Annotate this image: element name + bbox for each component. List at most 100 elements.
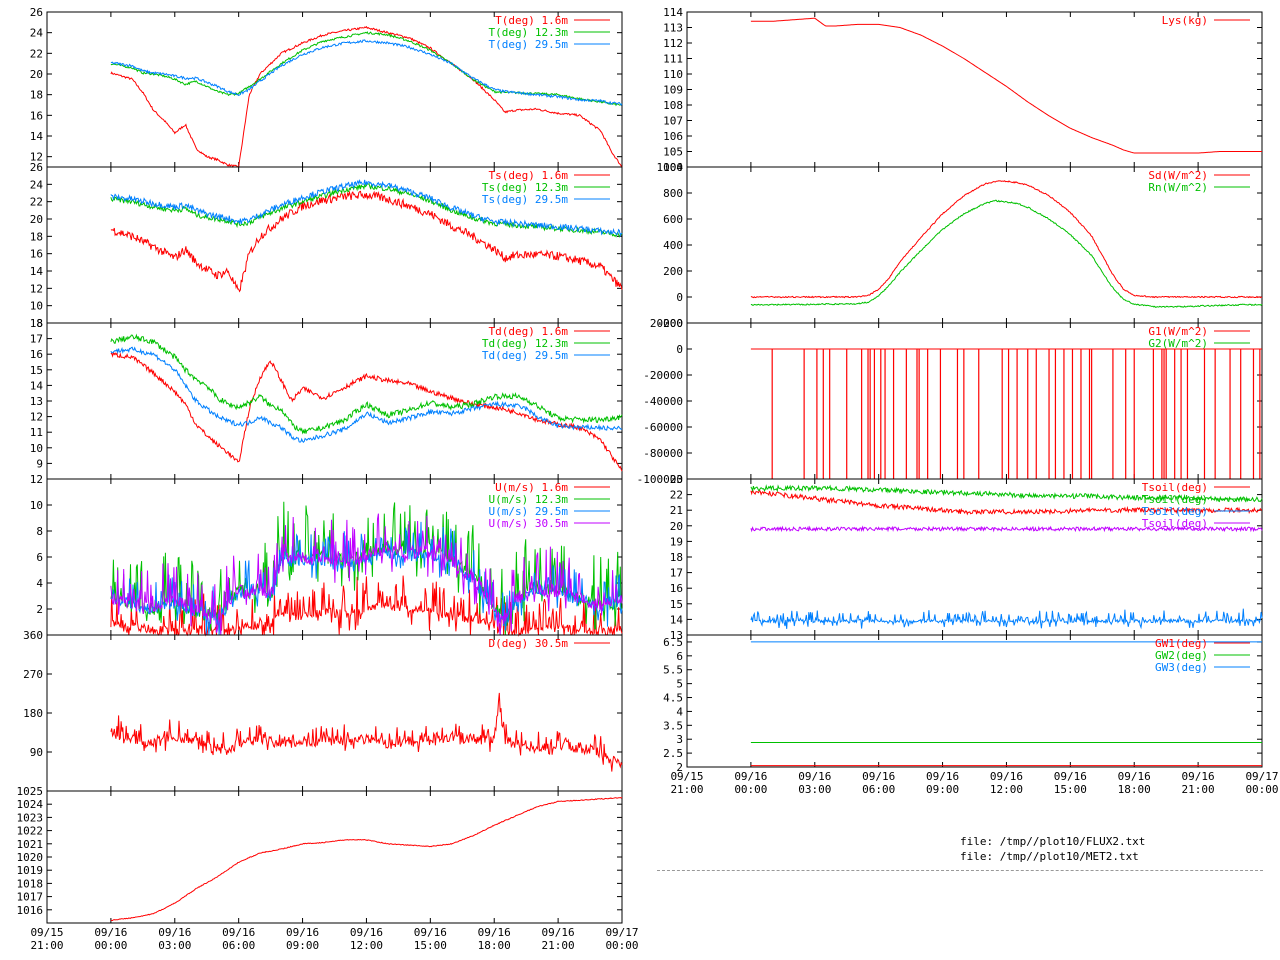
series-line-0	[110, 190, 623, 293]
y-tick-label: 6.5	[663, 636, 683, 649]
x-tick-time: 09:00	[926, 783, 959, 796]
y-tick-label: 15	[30, 364, 43, 377]
legend-label: Ts(deg) 1.6m	[489, 169, 569, 182]
y-tick-label: 104	[663, 161, 683, 174]
y-tick-label: -20000	[643, 369, 683, 382]
x-tick-time: 00:00	[1245, 783, 1278, 796]
y-tick-label: 1018	[17, 877, 44, 890]
y-tick-label: 20	[30, 213, 43, 226]
legend-label: Td(deg) 1.6m	[489, 325, 569, 338]
y-tick-label: 24	[30, 27, 44, 40]
plot-frame	[686, 11, 1263, 168]
y-tick-label: -40000	[643, 395, 683, 408]
y-tick-label: 18	[30, 317, 43, 330]
y-tick-label: 6	[36, 551, 43, 564]
y-tick-label: 1024	[17, 798, 44, 811]
series-line-0	[110, 692, 623, 772]
y-tick-label: 12	[30, 411, 43, 424]
y-tick-label: 4.5	[663, 692, 683, 705]
y-tick-label: -80000	[643, 447, 683, 460]
y-tick-label: 2	[36, 603, 43, 616]
x-tick-date: 09/16	[350, 926, 383, 939]
x-tick-time: 21:00	[670, 783, 703, 796]
y-tick-label: 12	[30, 473, 43, 486]
series-line-0	[110, 351, 623, 472]
y-tick-label: 20000	[650, 317, 683, 330]
x-tick-time: 12:00	[350, 939, 383, 952]
y-tick-label: 10	[30, 300, 43, 313]
legend-label: Lys(kg)	[1162, 14, 1208, 27]
y-tick-label: 108	[663, 99, 683, 112]
legend-label: Ts(deg) 12.3m	[482, 181, 568, 194]
y-tick-label: 4	[36, 577, 43, 590]
series-line-1	[750, 199, 1263, 308]
file-met: file: /tmp//plot10/MET2.txt	[960, 850, 1139, 863]
y-tick-label: 26	[30, 161, 43, 174]
series-line-0	[110, 796, 623, 922]
y-tick-label: -100000	[637, 473, 683, 486]
y-tick-label: 13	[670, 629, 683, 642]
x-tick-date: 09/16	[478, 926, 511, 939]
series-line-0	[750, 488, 1263, 516]
y-tick-label: 2	[676, 761, 683, 774]
y-tick-label: 18	[30, 230, 43, 243]
x-tick-time: 09:00	[286, 939, 319, 952]
x-tick-date: 09/16	[734, 770, 767, 783]
y-tick-label: 0	[676, 291, 683, 304]
series-line-1	[110, 501, 623, 636]
file-flux: file: /tmp//plot10/FLUX2.txt	[960, 835, 1146, 848]
series-line-1	[750, 484, 1263, 503]
chart-gw: 22.533.544.555.566.5 GW1(deg)GW2(deg)GW3(…	[663, 634, 1263, 774]
chart-t: 12 14 16 18 20 22 24 26 T(deg) 1.6mT(deg) 12.3mT…	[30, 6, 623, 168]
y-tick-label: 17	[670, 567, 683, 580]
y-tick-label: 180	[23, 707, 43, 720]
x-tick-time: 00:00	[605, 939, 638, 952]
y-tick-label: 1023	[17, 811, 44, 824]
y-tick-label: 107	[663, 115, 683, 128]
chart-tsoil: 1314151617181920212223Tsoil(deg)Tsoil(de…	[670, 473, 1263, 642]
y-tick-label: 106	[663, 130, 683, 143]
y-tick-label: 8	[36, 317, 43, 330]
legend-label: G2(W/m^2)	[1148, 337, 1208, 350]
y-tick-label: 1020	[17, 851, 44, 864]
y-tick-label: 110	[663, 68, 683, 81]
x-tick-date: 09/16	[926, 770, 959, 783]
y-tick-label: -200	[657, 317, 684, 330]
y-tick-label: 800	[663, 187, 683, 200]
legend-label: D(deg) 30.5m	[489, 637, 569, 650]
x-tick-date: 09/16	[286, 926, 319, 939]
x-tick-date: 09/16	[798, 770, 831, 783]
legend-label: U(m/s) 12.3m	[489, 493, 569, 506]
legend-label: T(deg) 29.5m	[489, 38, 569, 51]
y-tick-label: 15	[670, 598, 683, 611]
x-tick-date: 09/15	[670, 770, 703, 783]
y-tick-label: 13	[30, 395, 43, 408]
legend-label: Tsoil(deg)	[1142, 517, 1208, 530]
y-tick-label: 19	[670, 535, 683, 548]
series-line-0	[110, 575, 623, 637]
chart-lys: 104 105 106 107 108 109 110 111 112 113 114 Lys(kg)	[663, 6, 1263, 174]
legend-label: Ts(deg) 29.5m	[482, 193, 568, 206]
y-tick-label: 14	[30, 265, 44, 278]
y-tick-label: 9	[36, 457, 43, 470]
legend-label: U(m/s) 29.5m	[489, 505, 569, 518]
y-tick-label: 114	[663, 6, 683, 19]
x-tick-time: 21:00	[30, 939, 63, 952]
x-tick-time: 15:00	[414, 939, 447, 952]
x-tick-time: 03:00	[158, 939, 191, 952]
x-tick-date: 09/16	[222, 926, 255, 939]
series-line-3	[750, 525, 1263, 533]
y-tick-label: 23	[670, 473, 683, 486]
y-tick-label: 1019	[17, 864, 44, 877]
y-tick-label: 105	[663, 146, 683, 159]
y-tick-label: 109	[663, 84, 683, 97]
x-tick-date: 09/16	[862, 770, 895, 783]
y-tick-label: 11	[30, 426, 43, 439]
legend-label: Tsoil(deg)	[1142, 505, 1208, 518]
plot-frame	[46, 790, 623, 924]
series-line-3	[110, 513, 623, 636]
chart-g: -100000 -80000 -60000 -40000 -20000 0 20000 G1(…	[637, 317, 1263, 486]
y-tick-label: 8	[36, 525, 43, 538]
